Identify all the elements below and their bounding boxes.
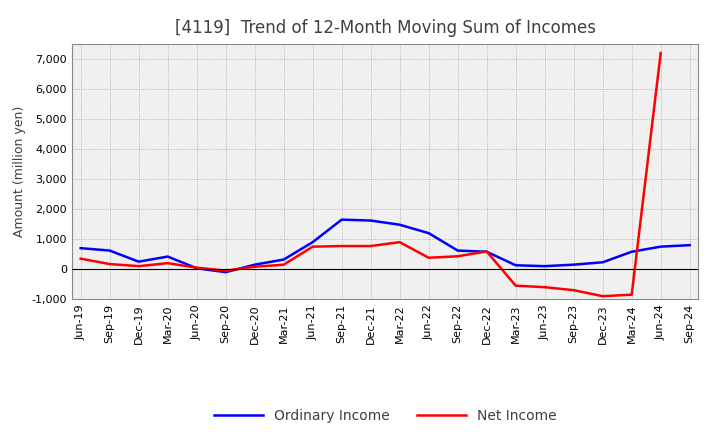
Ordinary Income xyxy=(541,264,549,269)
Ordinary Income xyxy=(511,263,520,268)
Net Income xyxy=(511,283,520,288)
Title: [4119]  Trend of 12-Month Moving Sum of Incomes: [4119] Trend of 12-Month Moving Sum of I… xyxy=(175,19,595,37)
Net Income xyxy=(192,265,201,270)
Ordinary Income xyxy=(627,249,636,254)
Net Income xyxy=(221,268,230,273)
Net Income xyxy=(482,249,491,254)
Net Income xyxy=(105,261,114,267)
Net Income xyxy=(395,239,404,245)
Ordinary Income xyxy=(221,270,230,275)
Net Income xyxy=(598,293,607,299)
Ordinary Income xyxy=(482,249,491,254)
Net Income xyxy=(454,253,462,259)
Net Income xyxy=(366,243,375,249)
Net Income xyxy=(627,292,636,297)
Line: Ordinary Income: Ordinary Income xyxy=(81,220,690,272)
Net Income xyxy=(657,50,665,55)
Ordinary Income xyxy=(570,262,578,268)
Ordinary Income xyxy=(338,217,346,222)
Ordinary Income xyxy=(163,254,172,259)
Net Income xyxy=(279,262,288,268)
Ordinary Income xyxy=(308,239,317,245)
Line: Net Income: Net Income xyxy=(81,53,661,296)
Legend: Ordinary Income, Net Income: Ordinary Income, Net Income xyxy=(208,403,562,428)
Ordinary Income xyxy=(105,248,114,253)
Net Income xyxy=(541,285,549,290)
Ordinary Income xyxy=(685,242,694,248)
Ordinary Income xyxy=(395,222,404,227)
Ordinary Income xyxy=(135,259,143,264)
Net Income xyxy=(251,264,259,269)
Ordinary Income xyxy=(279,257,288,262)
Net Income xyxy=(570,288,578,293)
Net Income xyxy=(135,264,143,269)
Ordinary Income xyxy=(598,260,607,265)
Net Income xyxy=(338,243,346,249)
Net Income xyxy=(163,260,172,266)
Net Income xyxy=(424,255,433,260)
Ordinary Income xyxy=(424,231,433,236)
Ordinary Income xyxy=(251,262,259,268)
Ordinary Income xyxy=(192,266,201,271)
Y-axis label: Amount (million yen): Amount (million yen) xyxy=(13,106,26,237)
Ordinary Income xyxy=(454,248,462,253)
Ordinary Income xyxy=(366,218,375,223)
Ordinary Income xyxy=(76,246,85,251)
Net Income xyxy=(308,244,317,249)
Net Income xyxy=(76,256,85,261)
Ordinary Income xyxy=(657,244,665,249)
